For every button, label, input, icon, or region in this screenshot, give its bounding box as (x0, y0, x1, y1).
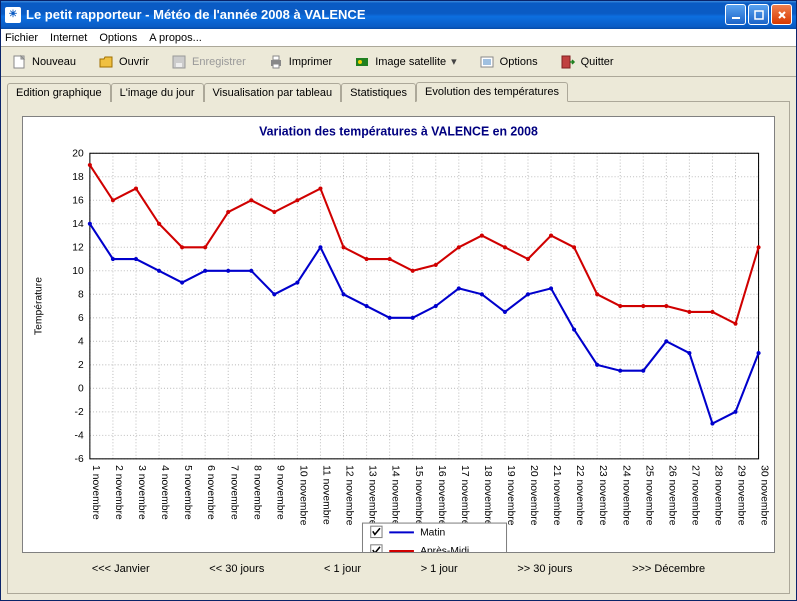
open-button[interactable]: Ouvrir (94, 52, 153, 72)
svg-text:22 novembre: 22 novembre (574, 465, 585, 526)
svg-text:25 novembre: 25 novembre (643, 465, 654, 526)
satellite-button[interactable]: Image satellite ▾ (350, 52, 460, 72)
print-button[interactable]: Imprimer (264, 52, 336, 72)
svg-text:19 novembre: 19 novembre (505, 465, 516, 526)
svg-text:7 novembre: 7 novembre (228, 465, 239, 520)
tab-evolution-temperatures[interactable]: Evolution des températures (416, 82, 568, 102)
svg-text:8 novembre: 8 novembre (251, 465, 262, 520)
svg-text:0: 0 (78, 383, 84, 394)
svg-text:6 novembre: 6 novembre (205, 465, 216, 520)
svg-text:18 novembre: 18 novembre (482, 465, 493, 526)
window-title: Le petit rapporteur - Météo de l'année 2… (26, 7, 366, 22)
menu-internet[interactable]: Internet (50, 32, 87, 44)
svg-text:28 novembre: 28 novembre (713, 465, 724, 526)
toolbar: Nouveau Ouvrir Enregistrer Imprimer Imag… (1, 47, 796, 77)
quit-button[interactable]: Quitter (556, 52, 618, 72)
svg-text:16: 16 (72, 195, 84, 206)
svg-text:29 novembre: 29 novembre (736, 465, 747, 526)
nav-back1[interactable]: < 1 jour (324, 563, 361, 575)
quit-icon (560, 54, 576, 70)
svg-text:12 novembre: 12 novembre (344, 465, 355, 526)
menu-options[interactable]: Options (99, 32, 137, 44)
svg-text:Variation des températures à V: Variation des températures à VALENCE en … (259, 125, 538, 139)
svg-text:13 novembre: 13 novembre (367, 465, 378, 526)
tab-statistiques[interactable]: Statistiques (341, 83, 416, 102)
svg-text:8: 8 (78, 289, 84, 300)
svg-text:Température: Température (34, 277, 45, 335)
app-icon: ☀ (5, 7, 21, 23)
svg-text:26 novembre: 26 novembre (666, 465, 677, 526)
tab-image-du-jour[interactable]: L'image du jour (111, 83, 204, 102)
nav-back30[interactable]: << 30 jours (209, 563, 264, 575)
app-window: ☀ Le petit rapporteur - Météo de l'année… (0, 0, 797, 601)
open-folder-icon (98, 54, 114, 70)
dropdown-arrow-icon: ▾ (451, 55, 457, 68)
svg-text:30 novembre: 30 novembre (759, 465, 770, 526)
svg-text:12: 12 (72, 242, 84, 253)
satellite-icon (354, 54, 370, 70)
chart-panel: Variation des températures à VALENCE en … (22, 116, 775, 553)
menu-fichier[interactable]: Fichier (5, 32, 38, 44)
svg-text:18: 18 (72, 172, 84, 183)
svg-text:14: 14 (72, 219, 84, 230)
svg-text:15 novembre: 15 novembre (413, 465, 424, 526)
svg-text:4 novembre: 4 novembre (159, 465, 170, 520)
svg-text:6: 6 (78, 313, 84, 324)
save-button[interactable]: Enregistrer (167, 52, 250, 72)
temperature-chart: Variation des températures à VALENCE en … (23, 117, 774, 552)
minimize-button[interactable] (725, 4, 746, 25)
svg-text:5 novembre: 5 novembre (182, 465, 193, 520)
new-file-icon (11, 54, 27, 70)
svg-text:10: 10 (72, 266, 84, 277)
printer-icon (268, 54, 284, 70)
svg-text:9 novembre: 9 novembre (274, 465, 285, 520)
svg-text:10 novembre: 10 novembre (297, 465, 308, 526)
menubar: Fichier Internet Options A propos... (1, 29, 796, 48)
svg-text:27 novembre: 27 novembre (689, 465, 700, 526)
svg-text:-6: -6 (75, 454, 84, 465)
tab-content: Variation des températures à VALENCE en … (7, 101, 790, 594)
maximize-button[interactable] (748, 4, 769, 25)
tabstrip: Edition graphique L'image du jour Visual… (1, 77, 796, 101)
svg-text:11 novembre: 11 novembre (321, 465, 332, 525)
svg-text:21 novembre: 21 novembre (551, 465, 562, 526)
nav-fwd1[interactable]: > 1 jour (421, 563, 458, 575)
nav-fwd30[interactable]: >> 30 jours (517, 563, 572, 575)
svg-text:2: 2 (78, 360, 84, 371)
svg-text:1 novembre: 1 novembre (90, 465, 101, 520)
svg-text:23 novembre: 23 novembre (597, 465, 608, 526)
svg-text:16 novembre: 16 novembre (436, 465, 447, 526)
svg-text:Après-Midi: Après-Midi (420, 546, 469, 552)
tab-edition-graphique[interactable]: Edition graphique (7, 83, 111, 102)
titlebar: ☀ Le petit rapporteur - Météo de l'année… (1, 1, 796, 29)
svg-text:14 novembre: 14 novembre (390, 465, 401, 526)
svg-text:Matin: Matin (420, 527, 445, 538)
date-nav: <<< Janvier << 30 jours < 1 jour > 1 jou… (22, 553, 775, 579)
options-button[interactable]: Options (475, 52, 542, 72)
svg-text:3 novembre: 3 novembre (136, 465, 147, 520)
svg-text:4: 4 (78, 336, 84, 347)
tab-visualisation-tableau[interactable]: Visualisation par tableau (204, 83, 342, 102)
options-icon (479, 54, 495, 70)
svg-text:2 novembre: 2 novembre (113, 465, 124, 520)
svg-text:17 novembre: 17 novembre (459, 465, 470, 526)
nav-last[interactable]: >>> Décembre (632, 563, 705, 575)
svg-text:20 novembre: 20 novembre (528, 465, 539, 526)
save-disk-icon (171, 54, 187, 70)
close-button[interactable] (771, 4, 792, 25)
svg-text:-2: -2 (75, 407, 84, 418)
svg-text:-4: -4 (75, 430, 84, 441)
nav-first[interactable]: <<< Janvier (92, 563, 150, 575)
svg-text:20: 20 (72, 148, 84, 159)
menu-apropos[interactable]: A propos... (149, 32, 202, 44)
svg-text:24 novembre: 24 novembre (620, 465, 631, 526)
new-button[interactable]: Nouveau (7, 52, 80, 72)
